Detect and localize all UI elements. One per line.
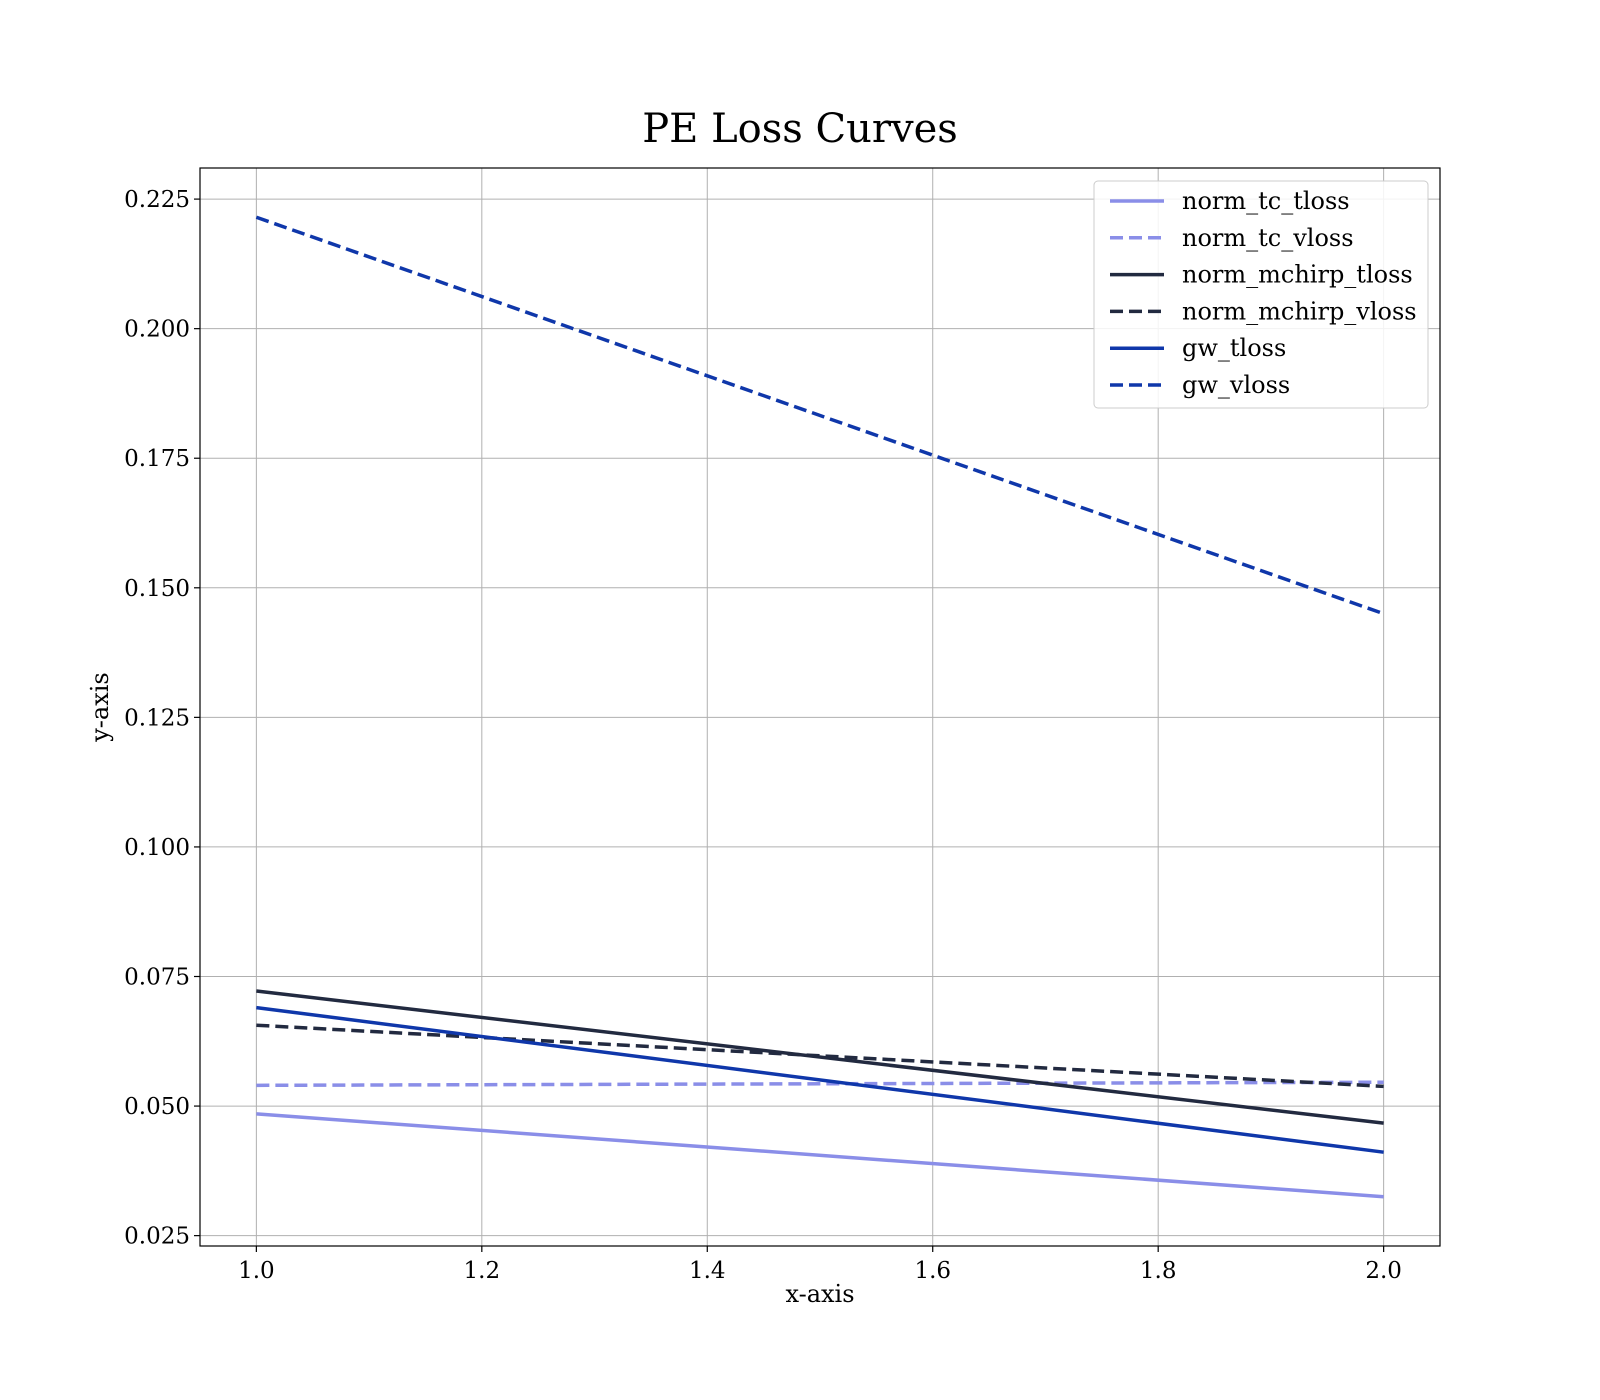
- y-tick-label: 0.100: [124, 835, 190, 861]
- y-axis-label: y-axis: [86, 672, 114, 743]
- y-tick-label: 0.225: [124, 187, 190, 213]
- series-line-norm-tc-tloss: [256, 1112, 1384, 1199]
- x-tick-label: 2.0: [1365, 1258, 1402, 1284]
- plot-frame: [199, 167, 1441, 1247]
- x-tick-label: 1.2: [464, 1258, 501, 1284]
- x-axis-label: x-axis: [785, 1280, 854, 1308]
- series-line-norm-mchirp-vloss: [256, 1023, 1384, 1089]
- legend-label: norm_tc_tloss: [1182, 187, 1350, 215]
- y-tick-label: 0.050: [124, 1094, 190, 1120]
- series-line-norm-tc-vloss: [256, 1080, 1384, 1088]
- legend-box: [1093, 180, 1429, 409]
- legend-label: gw_tloss: [1182, 334, 1286, 362]
- legend: norm_tc_tloss norm_tc_vloss norm_mchirp_tl…: [1093, 180, 1429, 409]
- series-line-gw-tloss: [256, 1005, 1384, 1154]
- series-line-norm-mchirp-tloss: [256, 989, 1384, 1125]
- legend-label: norm_tc_vloss: [1182, 224, 1354, 252]
- legend-label: norm_mchirp_tloss: [1182, 261, 1413, 289]
- y-tick-label: 0.150: [124, 576, 190, 602]
- y-tick-label: 0.175: [124, 446, 190, 472]
- x-tick-label: 1.8: [1140, 1258, 1177, 1284]
- series-line-gw-vloss: [255, 215, 1385, 616]
- chart-title: PE Loss Curves: [642, 106, 958, 152]
- legend-label: gw_vloss: [1182, 371, 1290, 399]
- y-tick-label: 0.075: [124, 965, 190, 991]
- x-tick-label: 1.4: [689, 1258, 726, 1284]
- y-tick-label: 0.200: [124, 317, 190, 343]
- y-tick-label: 0.125: [124, 705, 190, 731]
- x-tick-label: 1.0: [238, 1258, 275, 1284]
- legend-label: norm_mchirp_vloss: [1182, 297, 1417, 325]
- x-tick-label: 1.6: [914, 1258, 951, 1284]
- series-lines: [255, 215, 1385, 1199]
- axis-ticks: 1.0 1.2 1.4 1.6 1.8 2.0 0.025 0.050 0.075 0.100 0.…: [124, 187, 1402, 1284]
- y-tick-label: 0.025: [124, 1224, 190, 1250]
